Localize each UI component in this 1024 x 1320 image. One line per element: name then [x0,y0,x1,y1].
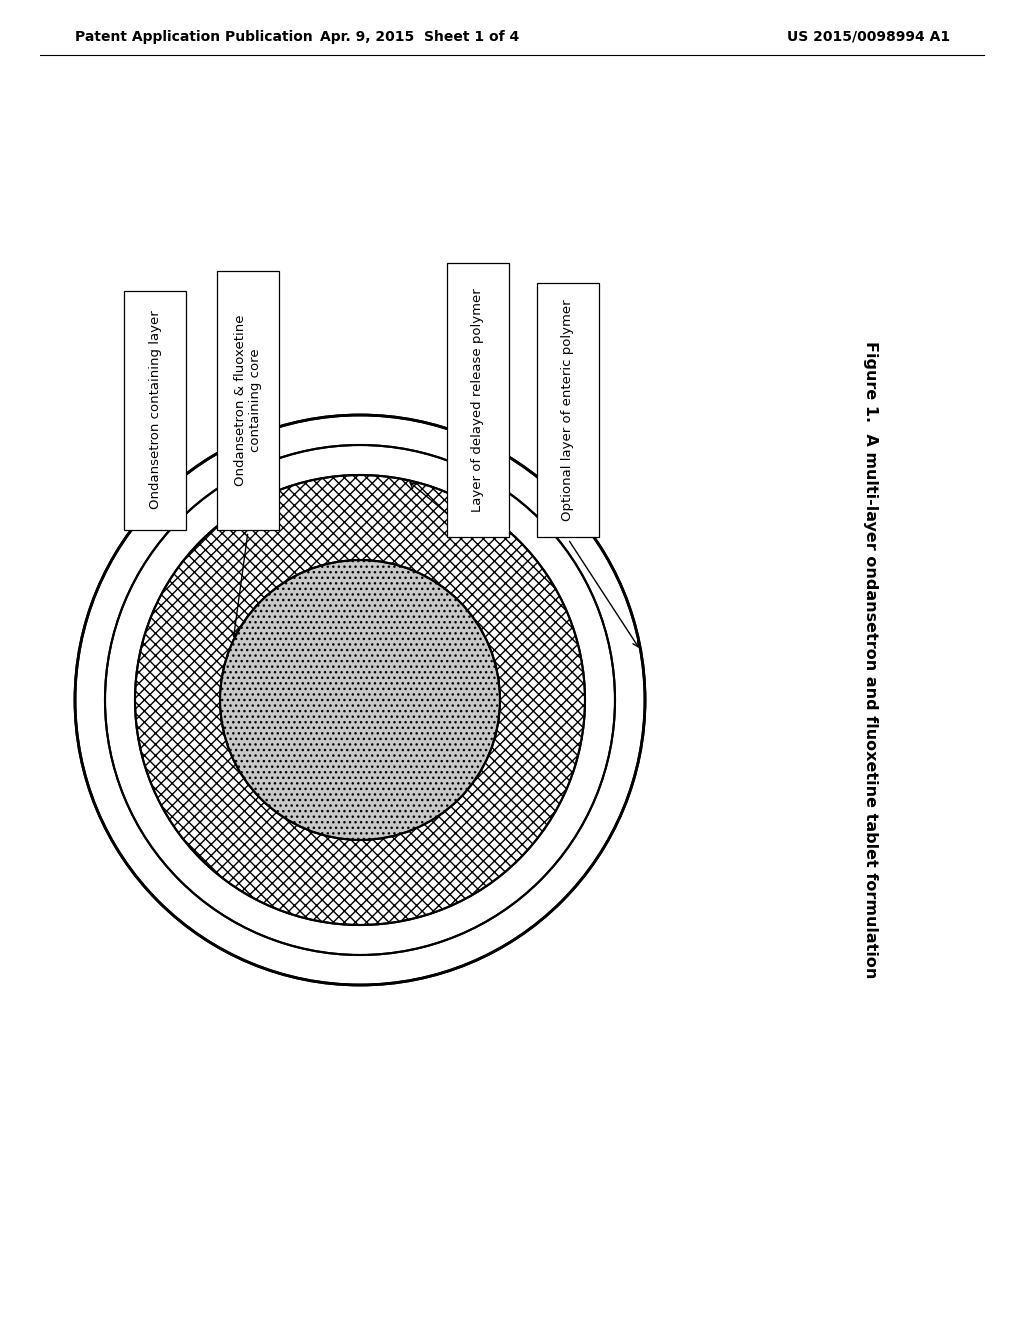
FancyBboxPatch shape [447,263,509,537]
Circle shape [135,475,585,925]
Text: Figure 1.  A multi-layer ondansetron and fluoxetine tablet formulation: Figure 1. A multi-layer ondansetron and … [862,342,878,978]
Text: Patent Application Publication: Patent Application Publication [75,30,312,44]
Text: Layer of delayed release polymer: Layer of delayed release polymer [471,288,484,512]
FancyBboxPatch shape [217,271,279,529]
Circle shape [75,414,645,985]
Text: Ondansetron containing layer: Ondansetron containing layer [148,310,162,510]
Circle shape [220,560,500,840]
Circle shape [105,445,615,954]
FancyBboxPatch shape [124,290,186,529]
FancyBboxPatch shape [537,282,599,537]
Circle shape [135,475,585,925]
Text: Optional layer of enteric polymer: Optional layer of enteric polymer [561,300,574,521]
Text: Ondansetron & fluoxetine
containing core: Ondansetron & fluoxetine containing core [233,314,262,486]
Text: US 2015/0098994 A1: US 2015/0098994 A1 [786,30,950,44]
Text: Apr. 9, 2015  Sheet 1 of 4: Apr. 9, 2015 Sheet 1 of 4 [321,30,519,44]
Circle shape [105,445,615,954]
